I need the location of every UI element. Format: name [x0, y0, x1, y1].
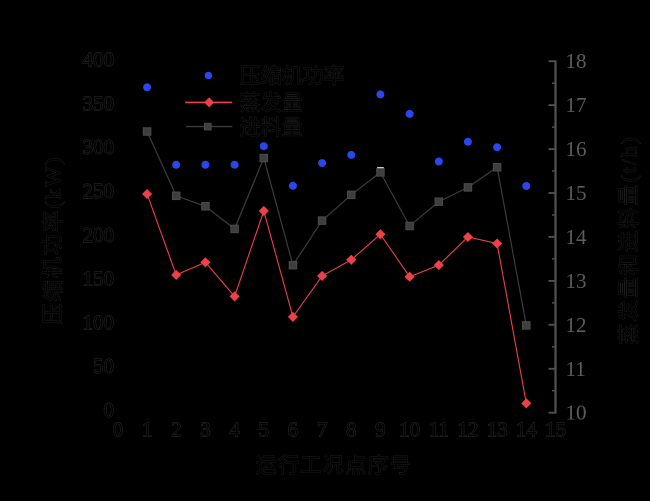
svg-text:8: 8 [346, 418, 357, 442]
svg-text:5: 5 [259, 418, 270, 442]
svg-text:7: 7 [317, 418, 328, 442]
svg-text:50: 50 [93, 354, 114, 378]
svg-text:100: 100 [83, 310, 115, 334]
svg-text:18: 18 [566, 49, 587, 73]
svg-text:14: 14 [516, 418, 538, 442]
svg-text:6: 6 [288, 418, 299, 442]
svg-text:4: 4 [229, 418, 240, 442]
svg-text:12: 12 [457, 418, 478, 442]
svg-text:200: 200 [83, 223, 115, 247]
svg-text:16: 16 [566, 137, 587, 161]
svg-text:0: 0 [104, 398, 115, 422]
svg-text:14: 14 [566, 225, 588, 249]
svg-text:压缩机功率: 压缩机功率 [240, 64, 345, 88]
svg-text:1: 1 [142, 418, 153, 442]
svg-text:17: 17 [566, 93, 587, 117]
svg-text:400: 400 [83, 48, 115, 72]
svg-text:13: 13 [566, 269, 587, 293]
svg-text:运行工况点序号: 运行工况点序号 [256, 454, 413, 478]
svg-text:进料量: 进料量 [240, 115, 303, 139]
svg-text:蒸发量和进料量(t/h): 蒸发量和进料量(t/h) [617, 135, 641, 345]
svg-text:15: 15 [545, 418, 566, 442]
svg-text:蒸发量: 蒸发量 [240, 91, 303, 115]
svg-text:11: 11 [429, 418, 449, 442]
svg-text:10: 10 [566, 401, 587, 425]
svg-text:压缩机功率(kW): 压缩机功率(kW) [41, 155, 65, 324]
svg-text:10: 10 [399, 418, 420, 442]
svg-text:9: 9 [375, 418, 386, 442]
svg-text:12: 12 [566, 313, 587, 337]
svg-text:350: 350 [83, 92, 115, 116]
svg-text:2: 2 [171, 418, 182, 442]
svg-text:300: 300 [83, 135, 115, 159]
svg-text:11: 11 [566, 357, 586, 381]
svg-text:15: 15 [566, 181, 587, 205]
svg-text:0: 0 [113, 418, 124, 442]
svg-text:250: 250 [83, 179, 115, 203]
svg-text:13: 13 [487, 418, 508, 442]
svg-text:150: 150 [83, 267, 115, 291]
svg-text:3: 3 [200, 418, 211, 442]
